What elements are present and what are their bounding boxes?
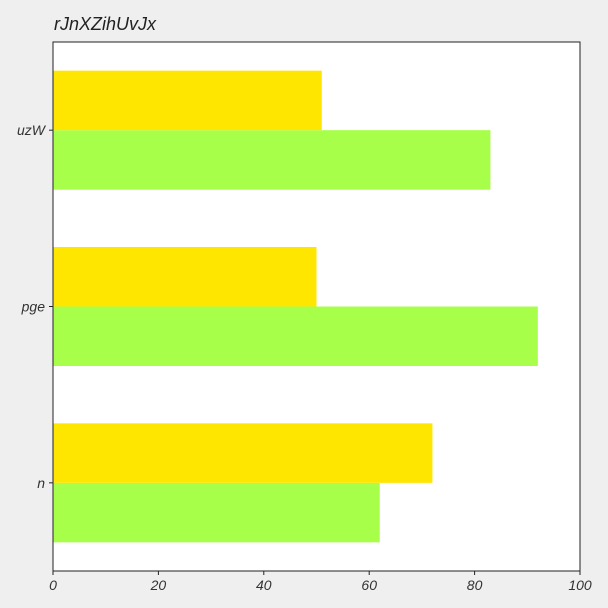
bar-uzW-series-1 bbox=[53, 70, 322, 131]
bar-uzW-series-0 bbox=[53, 130, 491, 190]
x-tick-label: 0 bbox=[49, 577, 57, 593]
bars-group bbox=[53, 70, 538, 543]
chart-title: rJnXZihUvJx bbox=[54, 14, 157, 34]
x-axis: 0 20 40 60 80 100 bbox=[49, 571, 592, 593]
bar-n-series-1 bbox=[53, 423, 433, 483]
x-tick-label: 40 bbox=[256, 577, 272, 593]
y-tick-label: pge bbox=[21, 299, 46, 315]
y-tick-label: uzW bbox=[17, 122, 47, 138]
bar-pge-series-1 bbox=[53, 247, 317, 307]
x-tick-label: 80 bbox=[467, 577, 483, 593]
bar-pge-series-0 bbox=[53, 306, 538, 366]
x-tick-label: 100 bbox=[568, 577, 592, 593]
x-tick-label: 60 bbox=[361, 577, 377, 593]
bar-n-series-0 bbox=[53, 482, 380, 543]
y-axis: n pge uzW bbox=[17, 122, 53, 491]
x-tick-label: 20 bbox=[150, 577, 167, 593]
y-tick-label: n bbox=[37, 475, 45, 491]
